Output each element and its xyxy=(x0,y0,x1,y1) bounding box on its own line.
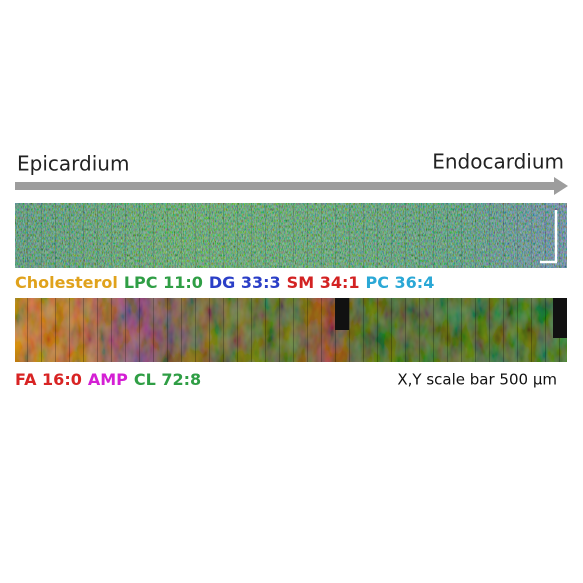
legend-item: PC 36:4 xyxy=(365,273,434,292)
legend-item: DG 33:3 xyxy=(209,273,281,292)
legend-bottom: FA 16:0 AMP CL 72:8 xyxy=(15,370,201,389)
top-image xyxy=(15,203,567,268)
left-label: Epicardium xyxy=(17,152,129,176)
legend-item: SM 34:1 xyxy=(287,273,360,292)
legend-item: CL 72:8 xyxy=(134,370,201,389)
legend-item: LPC 11:0 xyxy=(124,273,203,292)
legend-top: Cholesterol LPC 11:0 DG 33:3 SM 34:1 PC 36:4 xyxy=(15,273,434,292)
legend-item: FA 16:0 xyxy=(15,370,82,389)
right-label: Endocardium xyxy=(432,150,564,174)
bottom-image xyxy=(15,298,567,362)
arrow-head xyxy=(554,177,568,195)
legend-item: Cholesterol xyxy=(15,273,118,292)
legend-item: AMP xyxy=(88,370,128,389)
scale-note: X,Y scale bar 500 µm xyxy=(397,371,557,389)
